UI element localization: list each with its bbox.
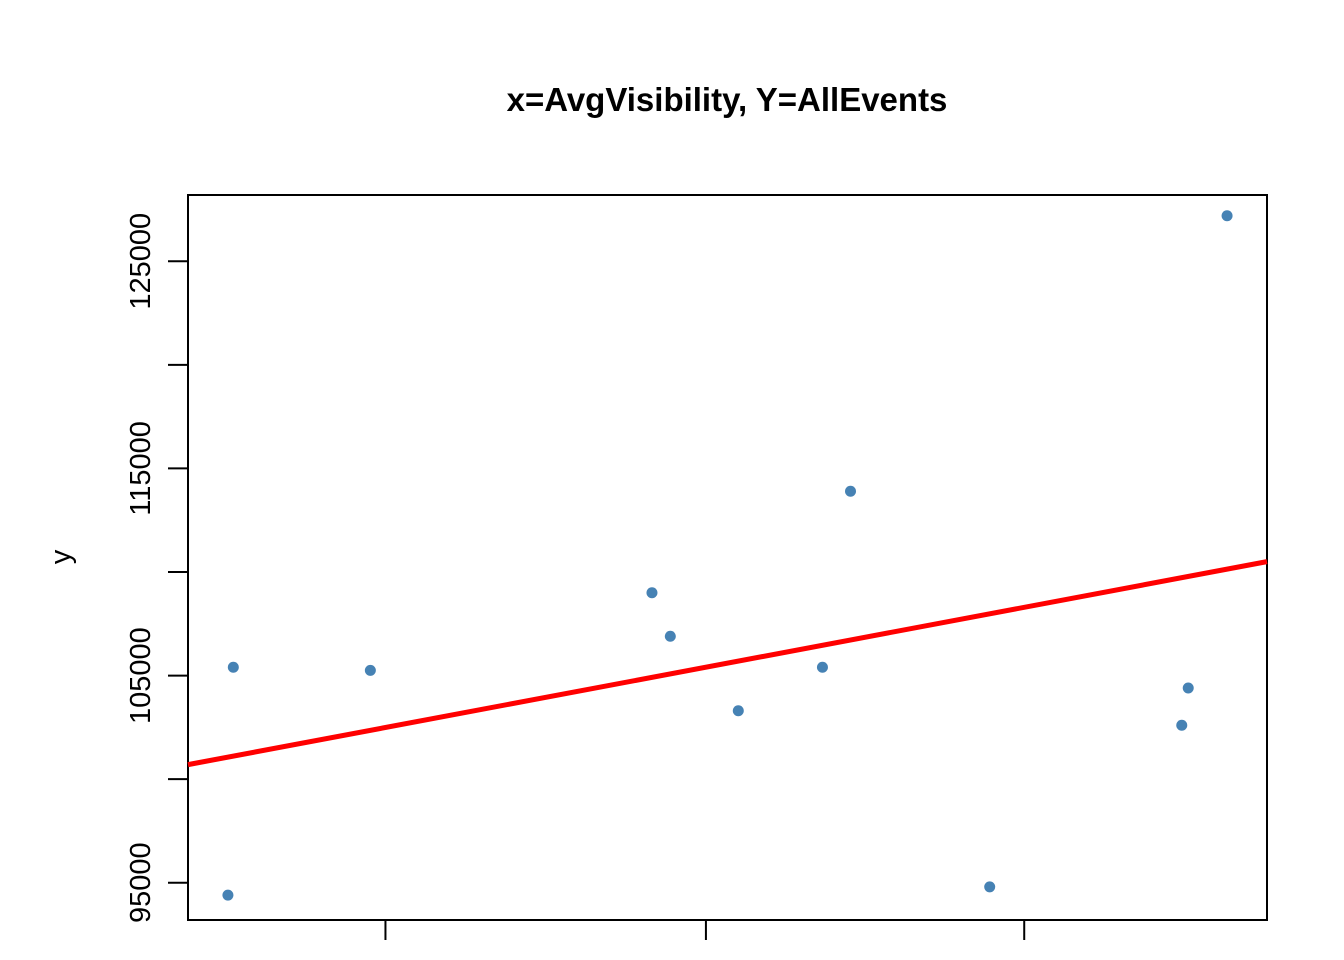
x-axis [384, 920, 1026, 940]
data-point [1221, 210, 1233, 222]
data-point [984, 881, 996, 893]
data-point [646, 587, 658, 599]
chart-title: x=AvgVisibility, Y=AllEvents [507, 81, 948, 118]
regression-line [187, 559, 1268, 768]
data-point [364, 664, 376, 676]
data-point [664, 630, 676, 642]
y-tick-label: 115000 [125, 421, 157, 516]
y-axis-label: y [45, 549, 77, 564]
data-point [845, 485, 857, 497]
data-points [222, 210, 1233, 901]
data-point [816, 661, 828, 673]
plot-frame [187, 194, 1268, 921]
data-point [227, 661, 239, 673]
data-point [1182, 682, 1194, 694]
y-tick-label: 125000 [125, 213, 157, 310]
regression-line-group [187, 559, 1268, 768]
data-point [222, 889, 234, 901]
data-point [1176, 719, 1188, 731]
y-tick-label: 95000 [125, 842, 157, 923]
data-point [732, 705, 744, 717]
y-tick-label: 105000 [125, 627, 157, 724]
y-axis: 95000 105000 115000 125000 [125, 213, 189, 923]
